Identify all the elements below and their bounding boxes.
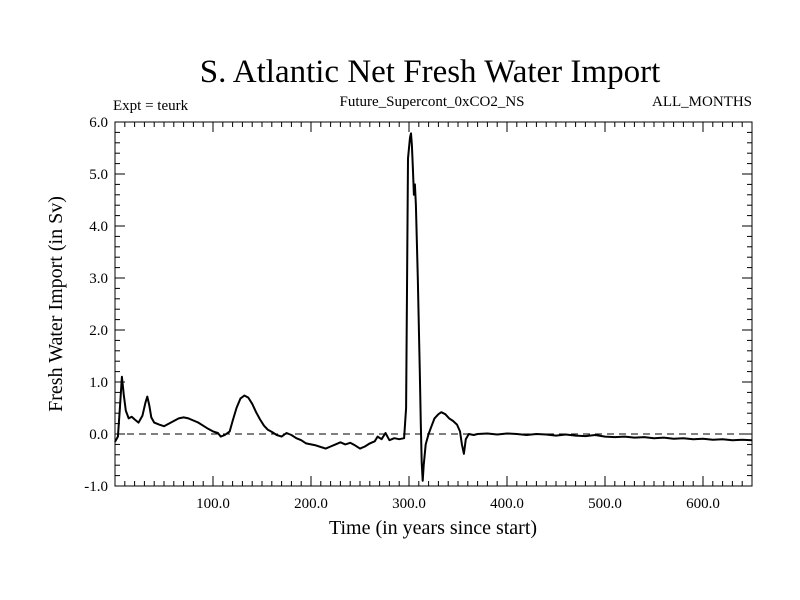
x-axis-label: Time (in years since start) — [329, 517, 537, 539]
axis-tick-labels: 100.0 200.0 300.0 400.0 500.0 600.0 -1.0 0.0 1.0… — [84, 115, 720, 512]
y-tick-label: 2.0 — [89, 323, 108, 339]
y-tick-label: -1.0 — [84, 479, 108, 495]
x-tick-label: 400.0 — [490, 496, 524, 512]
y-axis-label: Fresh Water Import (in Sv) — [45, 196, 67, 412]
axis-ticks — [115, 122, 752, 486]
series-line — [114, 132, 753, 482]
x-tick-label: 200.0 — [294, 496, 328, 512]
y-tick-label: 1.0 — [89, 375, 108, 391]
y-tick-label: 5.0 — [89, 167, 108, 183]
y-tick-label: 3.0 — [89, 271, 108, 287]
x-tick-label: 300.0 — [392, 496, 426, 512]
subtitle-right: ALL_MONTHS — [652, 94, 752, 110]
x-tick-label: 500.0 — [588, 496, 622, 512]
x-tick-label: 100.0 — [196, 496, 230, 512]
y-tick-label: 6.0 — [89, 115, 108, 131]
y-tick-label: 4.0 — [89, 219, 108, 235]
subtitle-left: Expt = teurk — [113, 98, 189, 114]
chart-title: S. Atlantic Net Fresh Water Import — [200, 54, 661, 90]
plot-frame — [114, 121, 753, 487]
y-tick-label: 0.0 — [89, 427, 108, 443]
x-tick-label: 600.0 — [686, 496, 720, 512]
subtitle-center: Future_Supercont_0xCO2_NS — [340, 94, 525, 110]
